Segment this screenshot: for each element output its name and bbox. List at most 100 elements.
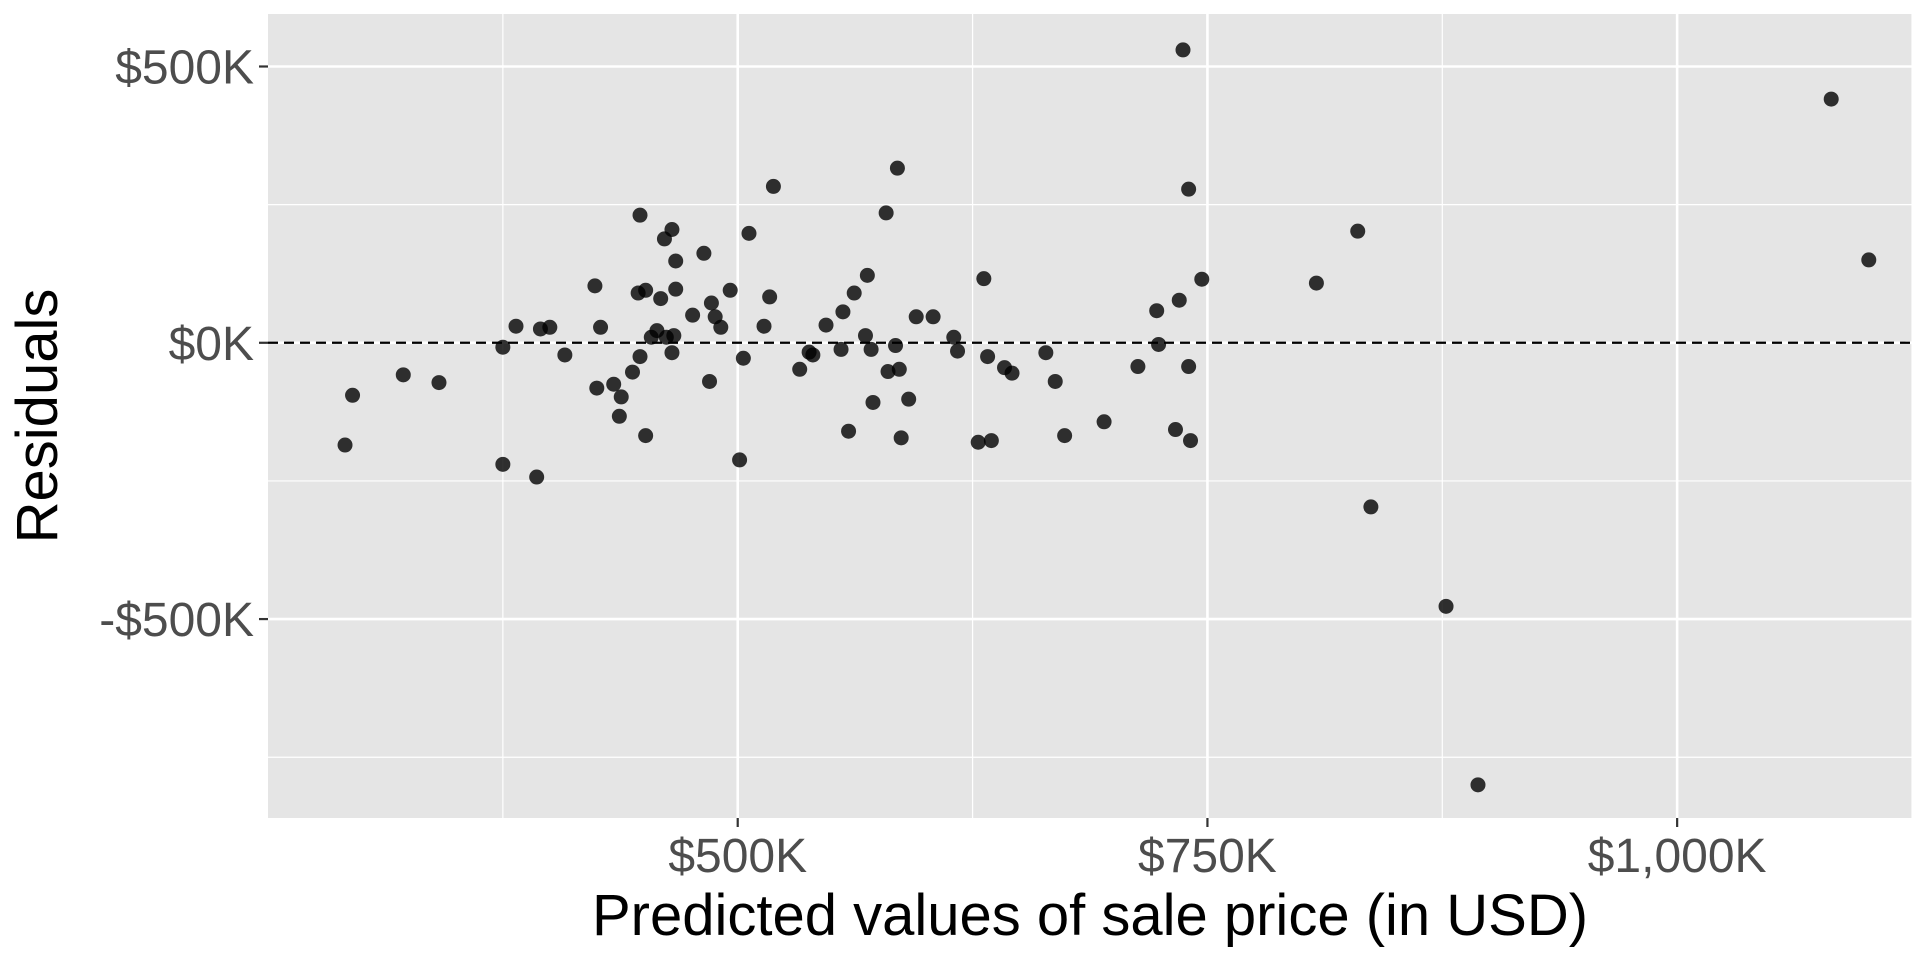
data-point bbox=[713, 319, 729, 335]
data-point bbox=[703, 295, 719, 311]
data-point bbox=[395, 367, 411, 383]
x-tick-label: $500K bbox=[668, 830, 807, 883]
data-point bbox=[756, 318, 772, 334]
data-point bbox=[638, 428, 654, 444]
data-point bbox=[946, 329, 962, 345]
data-point bbox=[833, 341, 849, 357]
data-point bbox=[818, 317, 834, 333]
data-point bbox=[495, 339, 511, 355]
data-point bbox=[980, 349, 996, 365]
data-point bbox=[1167, 422, 1183, 438]
data-point bbox=[529, 469, 545, 485]
data-point bbox=[593, 319, 609, 335]
data-point bbox=[878, 205, 894, 221]
y-tick-label: $0K bbox=[169, 318, 254, 371]
data-point bbox=[1308, 275, 1324, 291]
data-point bbox=[1130, 359, 1146, 375]
data-point bbox=[664, 222, 680, 238]
data-point bbox=[859, 267, 875, 283]
data-point bbox=[765, 178, 781, 194]
data-point bbox=[880, 364, 896, 380]
data-point bbox=[632, 349, 648, 365]
data-point bbox=[901, 391, 917, 407]
data-point bbox=[1149, 303, 1165, 319]
data-point bbox=[891, 361, 907, 377]
data-point bbox=[722, 282, 738, 298]
data-point bbox=[950, 343, 966, 359]
data-point bbox=[762, 289, 778, 305]
data-point bbox=[1438, 598, 1454, 614]
data-point bbox=[495, 456, 511, 472]
data-point bbox=[741, 225, 757, 241]
data-point bbox=[668, 253, 684, 269]
data-point bbox=[1194, 271, 1210, 287]
data-point bbox=[865, 394, 881, 410]
data-point bbox=[606, 376, 622, 392]
data-point bbox=[1175, 42, 1191, 58]
data-point bbox=[664, 345, 680, 361]
data-point bbox=[1038, 345, 1054, 361]
data-point bbox=[1181, 359, 1197, 375]
data-point bbox=[668, 281, 684, 297]
data-point bbox=[1171, 292, 1187, 308]
data-point bbox=[624, 364, 640, 380]
data-point bbox=[1470, 777, 1486, 793]
data-point bbox=[1861, 252, 1877, 268]
data-point bbox=[888, 338, 904, 354]
data-point bbox=[732, 452, 748, 468]
data-point bbox=[889, 160, 905, 176]
data-point bbox=[702, 373, 718, 389]
x-tick-label: $1,000K bbox=[1588, 830, 1767, 883]
data-point bbox=[542, 319, 558, 335]
data-point bbox=[696, 245, 712, 261]
data-point bbox=[613, 389, 629, 405]
data-point bbox=[805, 347, 821, 363]
data-point bbox=[587, 278, 603, 294]
data-point bbox=[1004, 365, 1020, 381]
data-point bbox=[638, 282, 654, 298]
data-point bbox=[1350, 223, 1366, 239]
x-tick-label: $750K bbox=[1138, 830, 1277, 883]
data-point bbox=[508, 318, 524, 334]
data-point bbox=[1151, 336, 1167, 352]
data-point bbox=[841, 423, 857, 439]
data-point bbox=[863, 341, 879, 357]
data-point bbox=[857, 328, 873, 344]
y-axis-title: Residuals bbox=[5, 289, 70, 544]
data-point bbox=[846, 285, 862, 301]
data-point bbox=[983, 433, 999, 449]
data-point bbox=[1823, 91, 1839, 107]
data-point bbox=[893, 430, 909, 446]
data-point bbox=[735, 350, 751, 366]
data-point bbox=[925, 309, 941, 325]
data-point bbox=[345, 387, 361, 403]
data-point bbox=[589, 380, 605, 396]
data-point bbox=[653, 291, 669, 307]
data-point bbox=[557, 347, 573, 363]
data-point bbox=[792, 361, 808, 377]
data-point bbox=[1181, 181, 1197, 197]
axes: $500K $750K $1,000K $500K $0K -$500K bbox=[99, 41, 1766, 883]
data-points bbox=[337, 42, 1877, 793]
data-point bbox=[1057, 428, 1073, 444]
plot-panel bbox=[268, 14, 1912, 818]
y-tick-label: -$500K bbox=[99, 594, 254, 647]
data-point bbox=[976, 271, 992, 287]
data-point bbox=[337, 437, 353, 453]
data-point bbox=[1363, 499, 1379, 515]
data-point bbox=[666, 328, 682, 344]
data-point bbox=[632, 207, 648, 223]
data-point bbox=[835, 304, 851, 320]
data-point bbox=[908, 309, 924, 325]
data-point bbox=[431, 375, 447, 391]
data-point bbox=[1096, 414, 1112, 430]
data-point bbox=[685, 307, 701, 323]
y-tick-label: $500K bbox=[115, 41, 254, 94]
data-point bbox=[970, 434, 986, 450]
data-point bbox=[611, 408, 627, 424]
data-point bbox=[1183, 433, 1199, 449]
data-point bbox=[1047, 373, 1063, 389]
x-axis-title: Predicted values of sale price (in USD) bbox=[592, 883, 1588, 948]
